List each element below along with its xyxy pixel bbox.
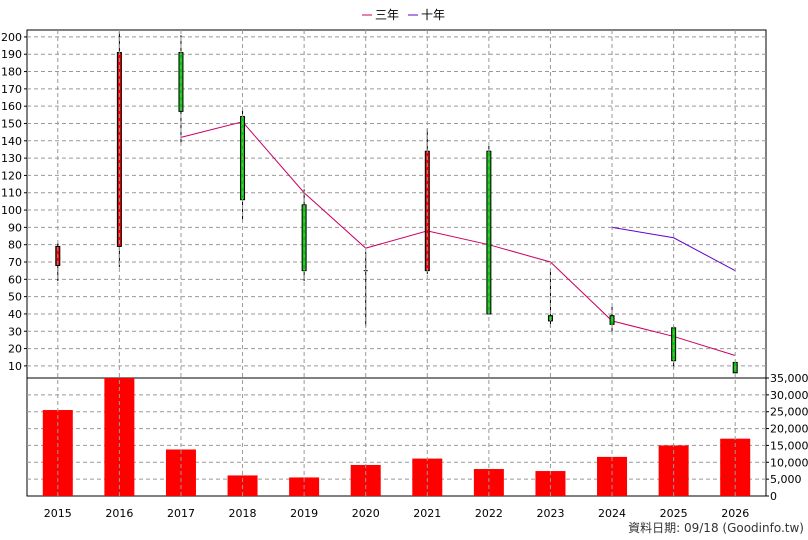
x-tick-label: 2019 [290,507,318,520]
price-tick-label: 60 [8,273,22,286]
price-panel: 10 20 30 40 50 60 70 80 90 100 110 120 130 140 150 160 1… [1,29,767,379]
price-tick-label: 130 [1,152,22,165]
volume-tick-label: 0 [770,490,777,503]
ma-line-3yr [180,121,736,356]
x-tick-label: 2016 [105,507,133,520]
volume-tick-label: 5,000 [770,473,802,486]
volume-tick-label: 20,000 [770,423,808,436]
x-tick-label: 2020 [352,507,380,520]
price-tick-label: 190 [1,48,22,61]
volume-tick-label: 15,000 [770,439,808,452]
x-tick-label: 2023 [536,507,564,520]
candle-body [424,150,430,272]
volume-tick-label: 25,000 [770,406,808,419]
volume-bar [535,471,566,496]
x-tick-label: 2024 [598,507,626,520]
price-tick-label: 80 [8,239,22,252]
price-tick-label: 150 [1,117,22,130]
x-tick-label: 2021 [413,507,441,520]
price-tick-label: 200 [1,31,22,44]
legend-label-3yr: 三年 [375,8,399,22]
price-frame [26,29,767,379]
x-tick-label: 2022 [475,507,503,520]
ma-line-10yr [611,226,736,272]
volume-bar [597,456,628,496]
volume-panel: 0 5,000 10,000 15,000 20,000 25,000 30,000 35,0… [26,372,808,503]
x-tick-label: 2017 [167,507,195,520]
price-tick-label: 170 [1,83,22,96]
price-tick-label: 30 [8,325,22,338]
price-tick-label: 10 [8,360,22,373]
price-tick-label: 180 [1,66,22,79]
x-tick-label: 2025 [660,507,688,520]
price-tick-label: 160 [1,100,22,113]
x-tick-label: 2026 [721,507,749,520]
footer-source: 資料日期: 09/18 (Goodinfo.tw) [628,521,804,535]
price-tick-label: 20 [8,343,22,356]
volume-tick-label: 35,000 [770,372,808,385]
legend-label-10yr: 十年 [421,8,445,22]
legend: 三年 十年 [362,8,445,22]
price-tick-label: 70 [8,256,22,269]
price-tick-label: 140 [1,135,22,148]
volume-tick-label: 30,000 [770,389,808,402]
price-tick-label: 50 [8,291,22,304]
x-axis: 2015 2016 2017 2018 2019 2020 2021 2022 2023 2024… [44,30,749,520]
volume-tick-label: 10,000 [770,456,808,469]
price-tick-label: 100 [1,204,22,217]
x-tick-label: 2018 [229,507,257,520]
price-tick-label: 90 [8,221,22,234]
volume-frame [26,377,767,497]
x-tick-label: 2015 [44,507,72,520]
price-tick-label: 110 [1,187,22,200]
price-tick-label: 40 [8,308,22,321]
price-tick-label: 120 [1,169,22,182]
